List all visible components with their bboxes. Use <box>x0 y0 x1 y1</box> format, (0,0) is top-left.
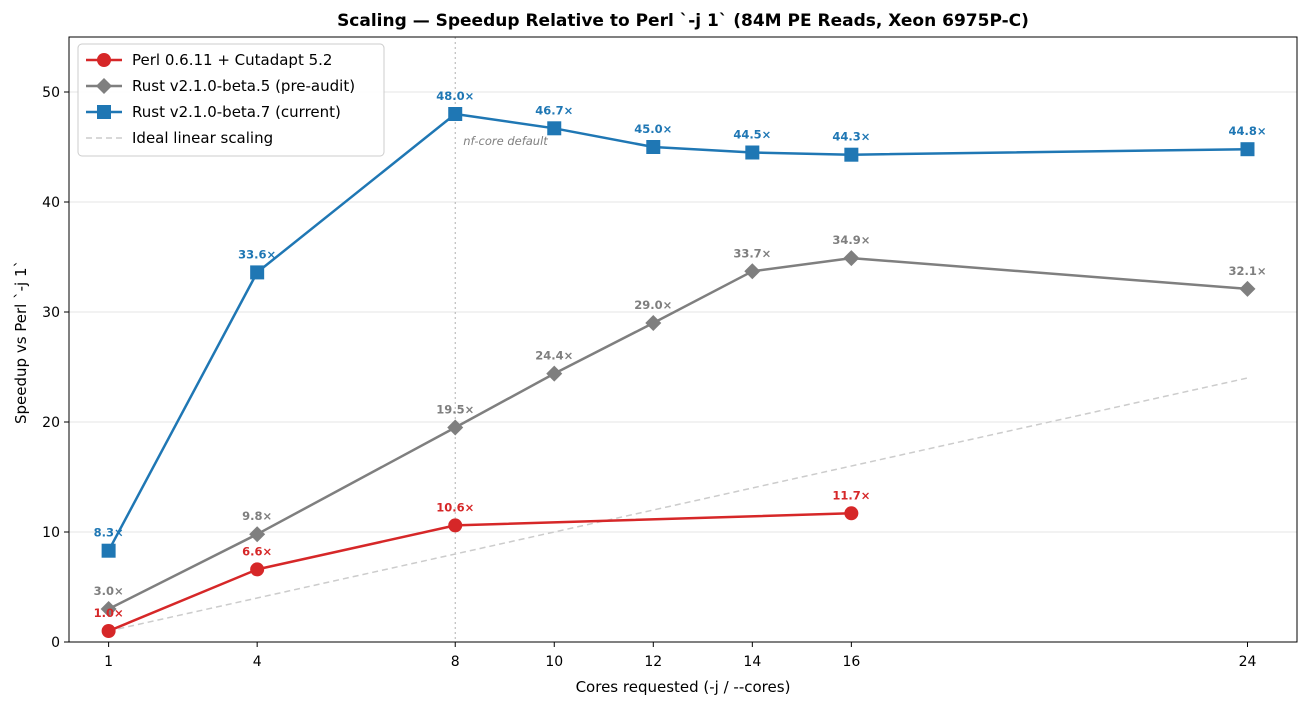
reference-line: nf-core default <box>454 37 548 642</box>
x-axis-label: Cores requested (-j / --cores) <box>576 678 791 696</box>
y-tick-label: 10 <box>42 525 60 541</box>
data-label: 32.1× <box>1228 264 1266 278</box>
data-point-circle <box>101 624 116 638</box>
data-label: 46.7× <box>535 103 573 117</box>
y-tick-label: 50 <box>42 85 60 101</box>
legend-box <box>77 43 385 157</box>
annotation-label: nf-core default <box>463 134 548 148</box>
data-point-diamond <box>96 78 112 94</box>
x-tick-label: 24 <box>1239 654 1257 670</box>
y-axis-label: Speedup vs Perl `-j 1` <box>12 260 30 424</box>
x-tick-label: 4 <box>253 654 262 670</box>
data-label: 48.0× <box>436 89 474 103</box>
data-point-diamond <box>249 526 266 543</box>
plot-frame <box>68 36 1298 643</box>
data-point-diamond <box>100 601 117 617</box>
data-point-circle <box>97 53 111 67</box>
series-line <box>108 377 1248 632</box>
data-point-circle <box>448 518 463 533</box>
data-label: 24.4× <box>535 349 573 363</box>
x-tick-label: 16 <box>842 654 860 670</box>
data-label: 10.6× <box>436 500 474 514</box>
data-point-diamond <box>546 365 563 382</box>
series-line <box>108 512 852 633</box>
y-tick-label: 40 <box>42 195 60 211</box>
y-tick-label: 0 <box>51 635 60 651</box>
data-labels: 1.0× 6.6× 10.6× 11.7× 3.0× 9.8× 19.5× 24.4× 29.0… <box>94 89 1267 620</box>
data-label: 29.0× <box>634 298 672 312</box>
data-point-square <box>745 145 760 160</box>
data-point-square <box>101 543 116 558</box>
chart-title: Scaling — Speedup Relative to Perl `-j 1… <box>337 11 1029 31</box>
data-label: 1.0× <box>94 606 124 620</box>
x-tick-label: 10 <box>545 654 563 670</box>
data-point-square <box>547 121 562 136</box>
legend-entry-label: Ideal linear scaling <box>132 129 273 147</box>
data-label: 19.5× <box>436 403 474 417</box>
data-point-diamond <box>447 419 464 436</box>
x-tick-label: 1 <box>104 654 113 670</box>
y-tick-label: 30 <box>42 305 60 321</box>
series-line <box>107 112 1248 552</box>
data-point-diamond <box>744 263 761 280</box>
data-label: 6.6× <box>242 544 272 558</box>
data-label: 8.3× <box>94 526 124 540</box>
legend-entry-label: Rust v2.1.0-beta.5 (pre-audit) <box>132 77 355 95</box>
legend-entry-label: Perl 0.6.11 + Cutadapt 5.2 <box>132 51 332 69</box>
data-point-square <box>97 105 111 119</box>
legend: Perl 0.6.11 + Cutadapt 5.2 Rust v2.1.0-be… <box>77 43 385 157</box>
data-label: 44.3× <box>832 130 870 144</box>
data-label: 33.6× <box>238 247 276 261</box>
data-point-diamond <box>645 315 662 331</box>
data-point-circle <box>250 562 265 577</box>
data-label: 44.8× <box>1228 124 1266 138</box>
data-point-circle <box>844 506 859 521</box>
data-label: 44.5× <box>733 128 771 142</box>
data-label: 33.7× <box>733 246 771 260</box>
legend-entry-label: Rust v2.1.0-beta.7 (current) <box>132 103 341 121</box>
data-point-square <box>1240 142 1255 157</box>
x-tick-label: 12 <box>644 654 662 670</box>
data-label: 9.8× <box>242 509 272 523</box>
data-point-square <box>250 265 265 280</box>
data-point-diamond <box>843 250 860 267</box>
grid-lines <box>69 91 1297 643</box>
y-tick-label: 20 <box>42 415 60 431</box>
data-label: 11.7× <box>832 488 870 502</box>
data-label: 3.0× <box>94 584 124 598</box>
data-point-square <box>844 147 859 162</box>
data-point-square <box>646 140 661 154</box>
data-point-diamond <box>1239 280 1256 297</box>
series-plot <box>100 107 1256 638</box>
data-label: 45.0× <box>634 122 672 136</box>
series-line <box>108 256 1248 611</box>
data-point-square <box>448 107 463 121</box>
x-tick-label: 8 <box>451 654 460 670</box>
data-label: 34.9× <box>832 233 870 247</box>
x-tick-label: 14 <box>743 654 761 670</box>
